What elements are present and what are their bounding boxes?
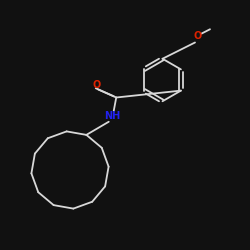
Text: O: O: [92, 80, 100, 90]
Text: NH: NH: [104, 111, 120, 121]
Text: O: O: [194, 31, 202, 41]
